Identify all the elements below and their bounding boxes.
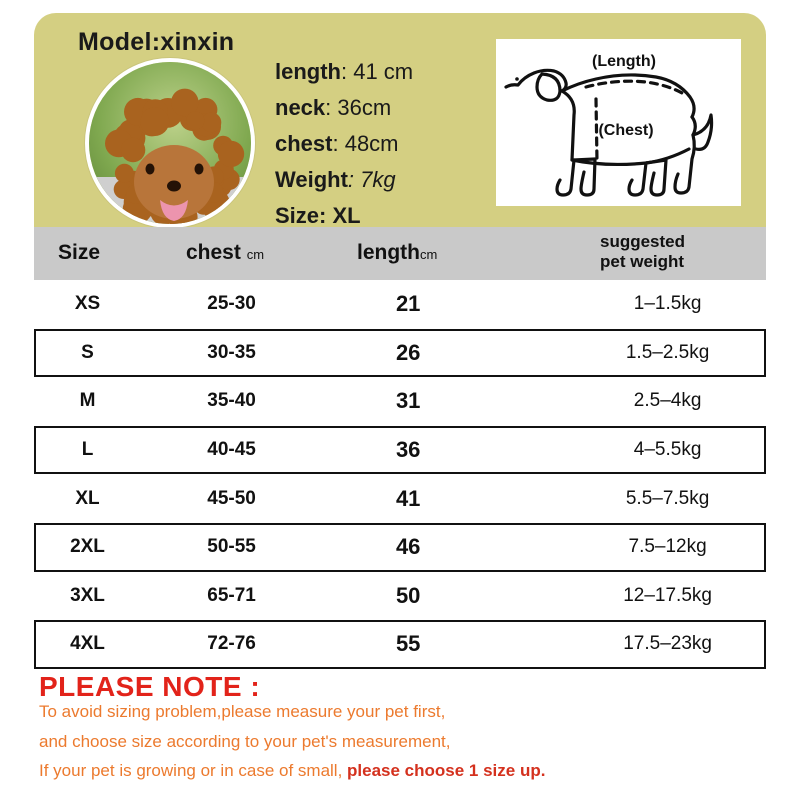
svg-text:(Chest): (Chest)	[598, 122, 653, 139]
svg-text:(Length): (Length)	[592, 53, 656, 70]
